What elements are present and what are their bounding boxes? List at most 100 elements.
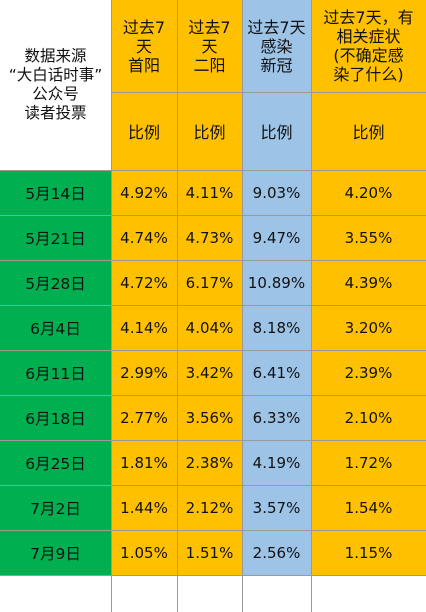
value-label: 3.57% [252, 498, 301, 517]
grid-line-horizontal [0, 215, 426, 216]
value-cell: 4.19% [242, 440, 311, 485]
value-label: 4.11% [185, 183, 234, 202]
value-label: 6.41% [252, 363, 301, 382]
value-label: 1.44% [120, 498, 168, 517]
grid-line-horizontal [111, 92, 426, 93]
value-label: 4.04% [185, 318, 234, 337]
value-label: 2.38% [185, 453, 234, 472]
column-header: 过去7天 感染 新冠 [242, 0, 311, 92]
column-subheader-label: 比例 [127, 123, 160, 142]
source-label: 数据来源 “大白话时事” 公众号 读者投票 [8, 47, 103, 122]
value-label: 4.39% [344, 273, 393, 292]
value-cell: 3.56% [177, 395, 242, 440]
value-label: 3.20% [344, 318, 393, 337]
value-label: 2.10% [344, 408, 393, 427]
value-label: 3.55% [344, 228, 393, 247]
value-label: 2.39% [344, 363, 393, 382]
value-label: 6.33% [252, 408, 301, 427]
value-cell: 4.72% [111, 260, 177, 305]
value-label: 2.77% [120, 408, 168, 427]
date-cell: 7月9日 [0, 530, 111, 575]
value-label: 3.56% [185, 408, 234, 427]
grid-line-horizontal [0, 530, 426, 531]
column-header: 过去7天，有 相关症状 (不确定感 染了什么) [311, 0, 426, 92]
column-subheader: 比例 [111, 92, 177, 170]
value-cell: 2.39% [311, 350, 426, 395]
value-cell: 1.05% [111, 530, 177, 575]
value-cell: 2.12% [177, 485, 242, 530]
date-label: 6月11日 [25, 364, 86, 383]
value-cell: 10.89% [242, 260, 311, 305]
value-label: 4.74% [120, 228, 168, 247]
grid-line-horizontal [0, 395, 426, 396]
date-label: 7月9日 [30, 544, 81, 563]
date-cell: 7月2日 [0, 485, 111, 530]
grid-line-horizontal [0, 485, 426, 486]
value-label: 1.81% [120, 453, 168, 472]
column-subheader-label: 比例 [260, 123, 293, 142]
value-label: 6.17% [185, 273, 234, 292]
value-cell: 4.11% [177, 170, 242, 215]
column-subheader-label: 比例 [352, 123, 385, 142]
value-label: 1.05% [120, 543, 168, 562]
value-label: 9.03% [252, 183, 301, 202]
value-cell: 3.57% [242, 485, 311, 530]
empty-cell [111, 575, 177, 612]
value-label: 4.20% [344, 183, 393, 202]
value-label: 9.47% [252, 228, 301, 247]
value-cell: 2.99% [111, 350, 177, 395]
value-cell: 2.38% [177, 440, 242, 485]
value-cell: 3.20% [311, 305, 426, 350]
value-cell: 4.14% [111, 305, 177, 350]
date-label: 7月2日 [30, 499, 81, 518]
value-label: 4.19% [252, 453, 301, 472]
grid-line-vertical [311, 0, 312, 612]
value-cell: 8.18% [242, 305, 311, 350]
value-label: 10.89% [247, 273, 306, 292]
date-cell: 6月25日 [0, 440, 111, 485]
value-cell: 4.39% [311, 260, 426, 305]
value-cell: 1.81% [111, 440, 177, 485]
column-subheader-label: 比例 [193, 123, 226, 142]
date-label: 6月4日 [30, 319, 81, 338]
date-cell: 6月11日 [0, 350, 111, 395]
value-cell: 4.20% [311, 170, 426, 215]
value-label: 4.73% [185, 228, 234, 247]
value-cell: 3.42% [177, 350, 242, 395]
value-cell: 6.33% [242, 395, 311, 440]
date-cell: 6月18日 [0, 395, 111, 440]
grid-line-horizontal [0, 440, 426, 441]
value-cell: 4.04% [177, 305, 242, 350]
value-cell: 1.72% [311, 440, 426, 485]
value-cell: 4.92% [111, 170, 177, 215]
grid-line-horizontal [0, 305, 426, 306]
value-cell: 1.51% [177, 530, 242, 575]
value-cell: 9.47% [242, 215, 311, 260]
date-label: 5月14日 [25, 184, 86, 203]
date-cell: 5月14日 [0, 170, 111, 215]
column-subheader: 比例 [311, 92, 426, 170]
value-label: 1.72% [344, 453, 393, 472]
value-cell: 1.15% [311, 530, 426, 575]
grid-line-horizontal [0, 260, 426, 261]
grid-line-vertical [111, 0, 112, 612]
date-cell: 5月21日 [0, 215, 111, 260]
value-label: 8.18% [252, 318, 301, 337]
value-label: 1.51% [185, 543, 234, 562]
empty-cell [242, 575, 311, 612]
value-cell: 2.77% [111, 395, 177, 440]
date-label: 6月25日 [25, 454, 86, 473]
column-header-label: 过去7 天 二阳 [188, 17, 231, 75]
empty-cell [0, 575, 111, 612]
date-cell: 5月28日 [0, 260, 111, 305]
source-label-cell: 数据来源 “大白话时事” 公众号 读者投票 [0, 0, 111, 170]
value-cell: 6.41% [242, 350, 311, 395]
column-header-label: 过去7 天 首阳 [122, 17, 166, 75]
column-header-label: 过去7天 感染 新冠 [247, 17, 306, 75]
column-subheader: 比例 [177, 92, 242, 170]
value-label: 3.42% [185, 363, 234, 382]
grid-line-horizontal [0, 170, 426, 171]
value-cell: 3.55% [311, 215, 426, 260]
value-cell: 1.54% [311, 485, 426, 530]
